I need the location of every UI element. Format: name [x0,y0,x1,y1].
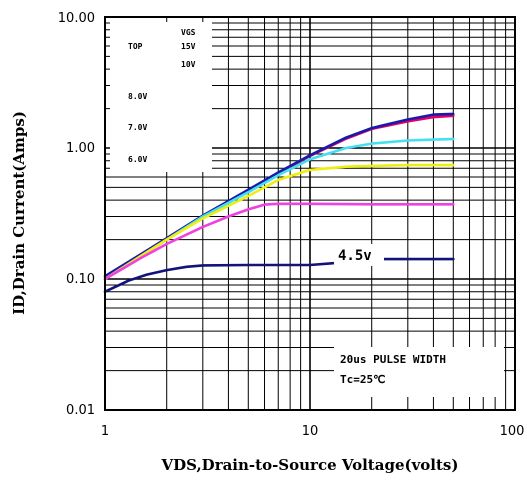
y-tick-labels: 0.01 0.10 1.00 10.00 [58,11,95,418]
curve-label-45v: 4.5v [338,248,372,264]
x-tick-labels: 1 10 100 [101,424,525,439]
y-tick-label-0.10: 0.10 [66,272,95,287]
series-line-4 [103,202,455,281]
curve-label-bg [334,244,384,266]
y-tick-label-0.01: 0.01 [66,403,95,418]
legend-box [110,22,212,172]
series-line-3 [103,163,455,281]
legend-entry-8v: 8.0V [128,92,147,101]
x-tick-label-1: 1 [101,424,109,439]
pulse-width-note: 20us PULSE WIDTH Tc=25℃ [334,347,504,397]
pulse-width-line2: Tc=25℃ [340,373,385,386]
pulse-width-box [334,347,504,397]
x-tick-label-100: 100 [500,424,525,439]
legend-entry-6v: 6.0V [128,155,147,164]
grid [105,17,515,410]
x-tick-label-10: 10 [302,424,319,439]
legend-entry-7v: 7.0V [128,123,147,132]
series-group [103,112,455,294]
series-line-5 [103,261,335,294]
x-axis-title: VDS,Drain-to-Source Voltage(volts) [161,456,459,474]
plot-frame [104,16,516,411]
pulse-width-line1: 20us PULSE WIDTH [340,353,446,366]
legend-entry-15v: 15V [181,42,196,51]
y-axis-title: ID,Drain Current(Amps) [10,111,28,315]
y-tick-label-1.00: 1.00 [66,141,95,156]
legend-entry-10v: 10V [181,60,196,69]
legend-top-label: TOP [128,42,143,51]
y-tick-label-10.00: 10.00 [58,11,95,26]
legend: VGS TOP 15V 10V 8.0V 7.0V 6.0V [110,22,212,172]
legend-header: VGS [181,28,196,37]
